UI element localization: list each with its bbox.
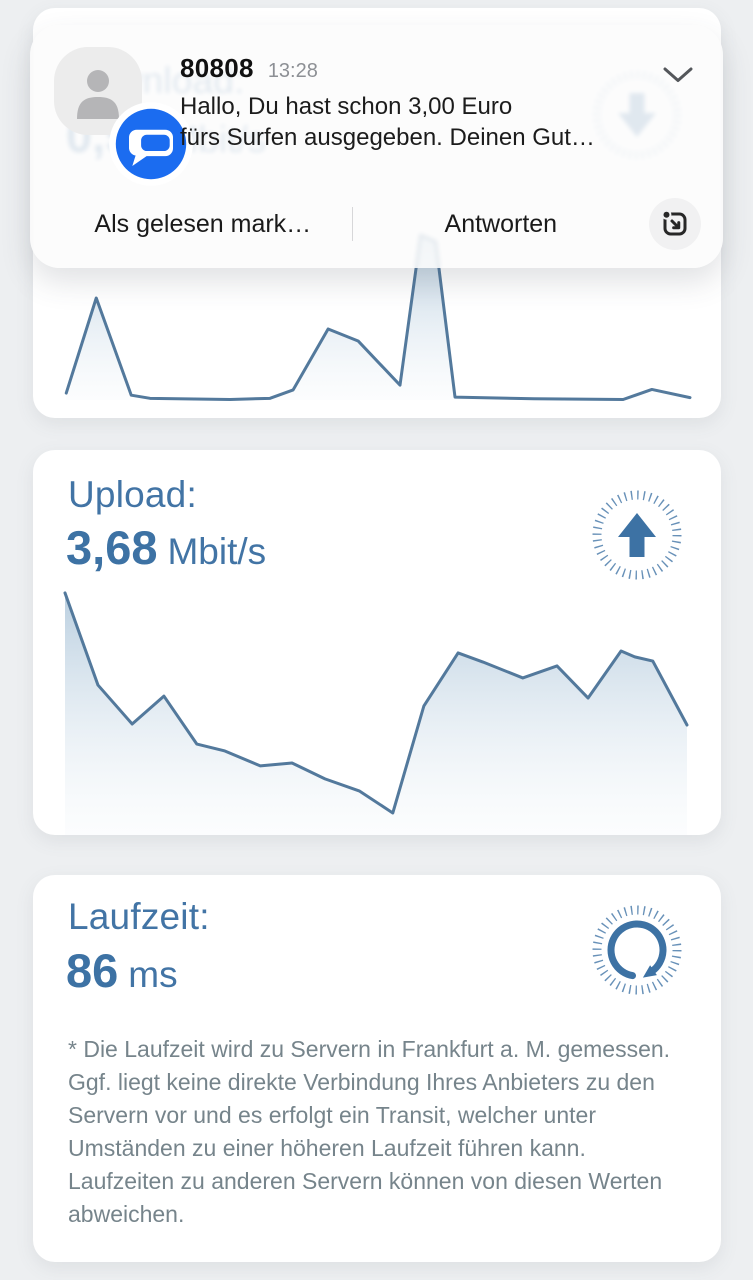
latency-refresh-icon <box>589 902 685 998</box>
notification-actions: Als gelesen mark… Antworten <box>54 198 701 250</box>
notification-header: 80808 13:28 <box>180 53 318 84</box>
notification-time: 13:28 <box>267 60 318 82</box>
upload-title: Upload: <box>68 474 197 515</box>
sms-notification[interactable]: 80808 13:28 Hallo, Du hast schon 3,00 Eu… <box>30 25 723 268</box>
latency-value: 86 ms <box>66 944 178 997</box>
chevron-down-icon[interactable] <box>663 67 693 83</box>
avatar <box>54 47 193 186</box>
upload-chart <box>65 590 687 835</box>
reply-button[interactable]: Antworten <box>444 209 558 238</box>
notification-sender: 80808 <box>180 53 254 83</box>
latency-footnote: * Die Laufzeit wird zu Servern in Frankf… <box>68 1036 671 1227</box>
action-divider <box>351 207 353 241</box>
open-in-app-button[interactable] <box>649 198 701 250</box>
messages-badge-icon <box>107 100 193 186</box>
upload-dial-icon <box>589 487 685 583</box>
person-icon <box>77 70 119 119</box>
latency-title: Laufzeit: <box>68 896 210 937</box>
mark-as-read-button[interactable]: Als gelesen mark… <box>94 209 312 238</box>
up-arrow-icon <box>618 513 656 557</box>
upload-card: Upload: 3,68 Mbit/s <box>33 450 721 835</box>
upload-value: 3,68 Mbit/s <box>66 521 267 574</box>
download-chart <box>65 160 690 400</box>
notification-body: Hallo, Du hast schon 3,00 Euro fürs Surf… <box>180 93 595 151</box>
open-in-app-icon <box>661 209 687 236</box>
latency-card: Laufzeit: 86 ms * Die Laufzeit wird zu Se… <box>33 875 721 1262</box>
